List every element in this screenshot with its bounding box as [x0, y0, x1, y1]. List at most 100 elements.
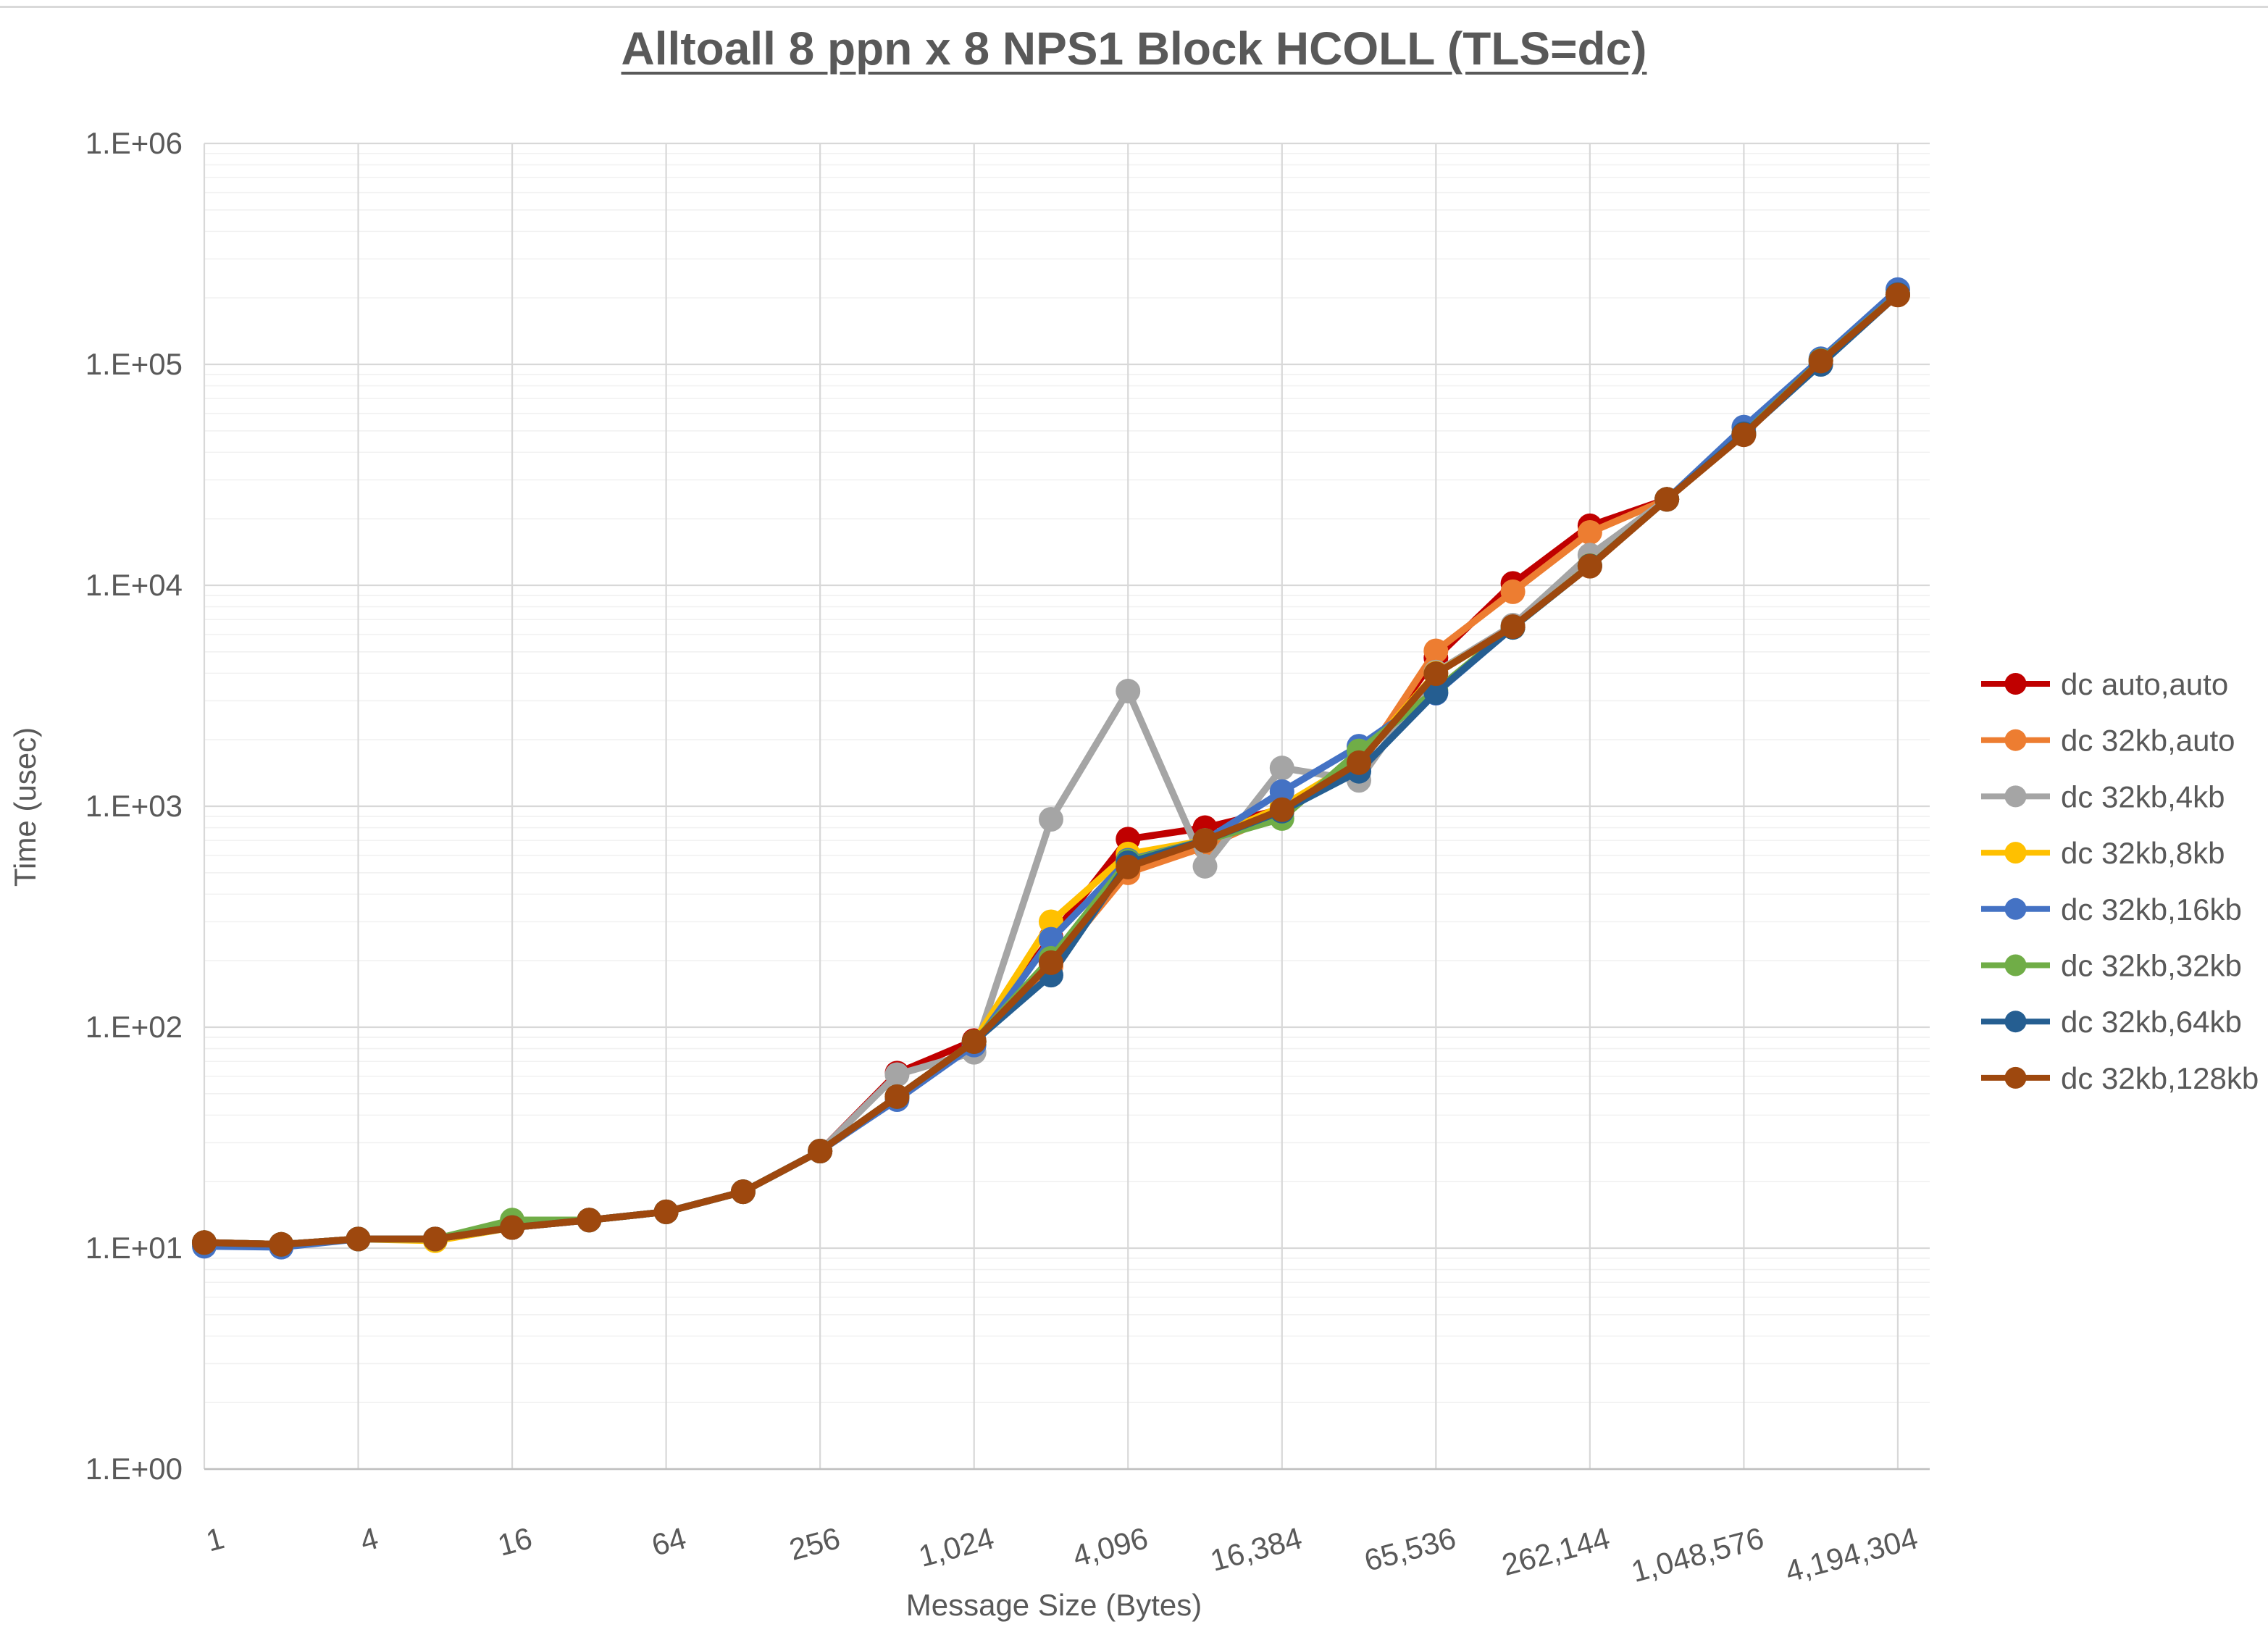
- data-point: [1423, 661, 1449, 687]
- gridlines-major: [204, 142, 1930, 1471]
- data-point: [1577, 520, 1602, 545]
- data-point: [1885, 283, 1910, 308]
- series-line: [201, 290, 1901, 1248]
- data-point: [192, 1230, 217, 1255]
- legend-item: dc auto,auto: [1981, 667, 2228, 701]
- y-tick-label: 1.E+00: [85, 1452, 183, 1486]
- legend-item: dc 32kb,32kb: [1981, 949, 2242, 983]
- data-point: [1423, 638, 1449, 664]
- data-point: [1731, 422, 1757, 448]
- data-point: [1269, 779, 1294, 804]
- x-tick-label: 4,096: [1069, 1521, 1152, 1573]
- series-dc-32kb-8kb: [192, 282, 1910, 1257]
- y-tick-label: 1.E+03: [85, 789, 183, 823]
- legend-label: dc 32kb,auto: [2061, 724, 2235, 758]
- y-tick-label: 1.E+04: [85, 568, 183, 602]
- x-tick-label: 4: [356, 1521, 382, 1557]
- legend-item: dc 32kb,128kb: [1981, 1061, 2259, 1095]
- x-tick-label: 256: [786, 1521, 844, 1567]
- legend-item: dc 32kb,auto: [1981, 724, 2235, 758]
- series-dc-32kb-16kb: [192, 277, 1910, 1260]
- x-tick-label: 4,194,304: [1782, 1521, 1922, 1589]
- data-point: [1577, 553, 1602, 579]
- legend-label: dc 32kb,32kb: [2061, 949, 2242, 983]
- data-point: [1038, 950, 1063, 975]
- x-tick-label: 262,144: [1498, 1521, 1613, 1582]
- series-line: [201, 291, 1901, 1248]
- series-dc-auto-auto: [192, 282, 1910, 1257]
- data-point: [653, 1199, 679, 1224]
- data-point: [346, 1226, 371, 1252]
- data-point: [1500, 579, 1526, 604]
- data-point: [269, 1231, 294, 1257]
- legend-marker: [2004, 1011, 2027, 1033]
- data-point: [577, 1208, 602, 1233]
- legend-marker: [2004, 673, 2027, 695]
- x-tick-label: 1: [203, 1521, 228, 1557]
- data-point: [1038, 806, 1063, 832]
- series-line: [201, 286, 1901, 1251]
- legend-label: dc 32kb,16kb: [2061, 892, 2242, 927]
- legend-item: dc 32kb,8kb: [1981, 836, 2225, 870]
- x-axis-title: Message Size (Bytes): [905, 1588, 1202, 1622]
- legend-marker: [2004, 954, 2027, 976]
- series-line: [201, 290, 1901, 1248]
- y-tick-label: 1.E+05: [85, 347, 183, 381]
- data-point: [1654, 487, 1680, 512]
- data-point: [1500, 614, 1526, 640]
- series-dc-32kb-64kb: [192, 282, 1910, 1257]
- data-point: [1116, 679, 1141, 704]
- x-tick-label: 64: [648, 1521, 690, 1562]
- y-tick-label: 1.E+01: [85, 1231, 183, 1265]
- y-tick-labels: 1.E+00 1.E+01 1.E+02 1.E+03 1.E+04 1.E+05 1.E+…: [85, 126, 183, 1486]
- legend-marker: [2004, 842, 2027, 864]
- data-point: [884, 1084, 910, 1109]
- series-dc-32kb-128kb: [192, 283, 1910, 1257]
- legend: dc auto,auto dc 32kb,auto dc 32kb,4kb dc 32…: [1981, 667, 2259, 1095]
- data-point: [1347, 750, 1372, 775]
- data-point: [1038, 909, 1063, 934]
- x-tick-label: 16,384: [1207, 1521, 1305, 1578]
- chart-title: Alltoall 8 ppn x 8 NPS1 Block HCOLL (TLS…: [621, 22, 1647, 75]
- gridlines-minor: [204, 153, 1930, 1403]
- legend-label: dc 32kb,4kb: [2061, 779, 2225, 813]
- data-point: [1192, 828, 1218, 853]
- data-point: [730, 1179, 756, 1205]
- series-dc-32kb-auto: [192, 282, 1910, 1257]
- data-point: [422, 1226, 448, 1252]
- legend-marker: [2004, 1066, 2027, 1089]
- window-top-border: [0, 6, 2268, 8]
- legend-item: dc 32kb,4kb: [1981, 779, 2225, 813]
- series-dc-32kb-32kb: [192, 282, 1910, 1257]
- data-point: [500, 1215, 525, 1240]
- x-tick-label: 65,536: [1360, 1521, 1459, 1578]
- data-point: [1808, 348, 1833, 374]
- legend-item: dc 32kb,64kb: [1981, 1005, 2242, 1039]
- data-point: [1423, 680, 1449, 706]
- series-line: [201, 290, 1901, 1248]
- series-line: [201, 290, 1901, 1248]
- data-point: [1192, 853, 1218, 879]
- x-tick-label: 1,048,576: [1628, 1521, 1767, 1589]
- x-tick-label: 16: [494, 1521, 535, 1562]
- series-line: [201, 290, 1901, 1248]
- legend-marker: [2004, 898, 2027, 920]
- x-tick-label: 1,024: [915, 1521, 997, 1573]
- x-tick-labels: 1 4 16 64 256 1,024 4,096 16,384 65,536 262,144 1,…: [203, 1521, 1922, 1589]
- legend-label: dc 32kb,128kb: [2061, 1061, 2259, 1095]
- legend-marker: [2004, 785, 2027, 808]
- data-point: [1269, 797, 1294, 822]
- legend-label: dc 32kb,64kb: [2061, 1005, 2242, 1039]
- legend-label: dc 32kb,8kb: [2061, 836, 2225, 870]
- series-dc-32kb-4kb: [192, 282, 1910, 1257]
- data-point: [1269, 756, 1294, 781]
- legend-marker: [2004, 729, 2027, 751]
- y-tick-label: 1.E+02: [85, 1010, 183, 1044]
- legend-label: dc auto,auto: [2061, 667, 2228, 701]
- data-point: [808, 1139, 833, 1164]
- data-point: [884, 1062, 910, 1087]
- data-point: [961, 1029, 987, 1054]
- y-tick-label: 1.E+06: [85, 126, 183, 160]
